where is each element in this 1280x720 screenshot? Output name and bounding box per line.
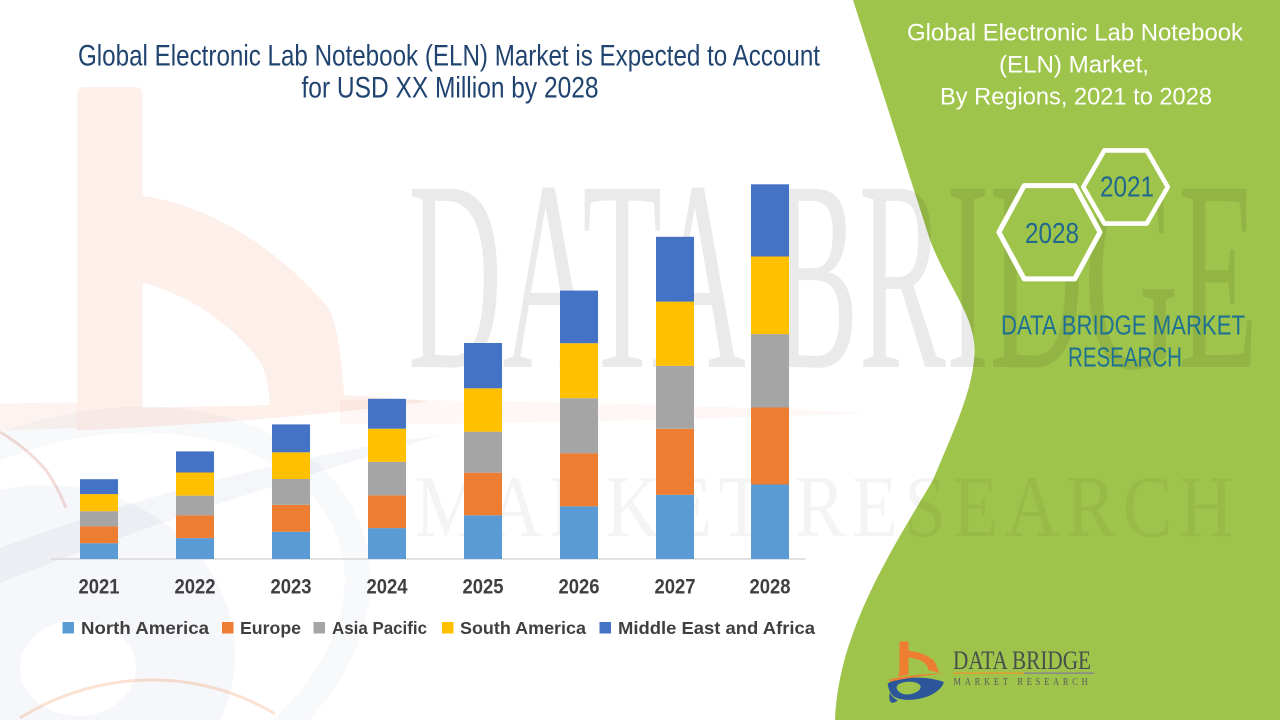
- svg-text:(ELN) Market,: (ELN) Market,: [999, 51, 1149, 78]
- svg-text:Asia Pacific: Asia Pacific: [332, 618, 427, 638]
- svg-text:2022: 2022: [175, 575, 216, 599]
- svg-text:2023: 2023: [271, 575, 312, 599]
- svg-text:By Regions, 2021 to 2028: By Regions, 2021 to 2028: [940, 83, 1212, 110]
- svg-text:RESEARCH: RESEARCH: [1068, 342, 1182, 373]
- svg-text:2028: 2028: [1025, 218, 1079, 250]
- svg-text:MARKET RESEARCH: MARKET RESEARCH: [954, 677, 1092, 688]
- svg-text:Europe: Europe: [240, 618, 301, 638]
- svg-text:for USD XX Million by 2028: for USD XX Million by 2028: [302, 72, 599, 105]
- svg-text:MARKET RESEARCH: MARKET RESEARCH: [415, 459, 1240, 556]
- svg-text:Global Electronic Lab Notebook: Global Electronic Lab Notebook (ELN) Mar…: [78, 40, 820, 73]
- svg-text:2026: 2026: [559, 575, 600, 599]
- svg-text:Middle East and Africa: Middle East and Africa: [618, 618, 815, 638]
- svg-text:2025: 2025: [463, 575, 504, 599]
- svg-text:South America: South America: [460, 618, 586, 638]
- svg-text:North America: North America: [81, 618, 209, 638]
- svg-text:2021: 2021: [79, 575, 120, 599]
- svg-text:DATA BRIDGE: DATA BRIDGE: [953, 646, 1091, 675]
- svg-text:2027: 2027: [655, 575, 696, 599]
- svg-text:DATA BRIDGE MARKET: DATA BRIDGE MARKET: [1001, 310, 1245, 341]
- svg-text:Global Electronic Lab Notebook: Global Electronic Lab Notebook: [907, 19, 1244, 46]
- svg-text:2028: 2028: [750, 575, 791, 599]
- svg-text:2021: 2021: [1100, 172, 1154, 204]
- svg-text:2024: 2024: [367, 575, 408, 599]
